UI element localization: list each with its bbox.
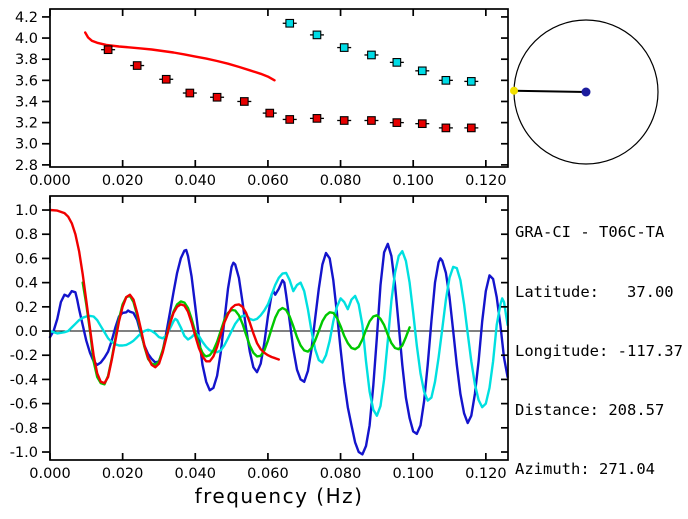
red-squares-point	[417, 119, 427, 129]
y-tick-label: 1.0	[15, 203, 38, 219]
red-squares	[101, 45, 479, 133]
cyan-squares-point	[312, 30, 322, 40]
x-tick-label: 0.120	[465, 466, 507, 482]
red-squares-point	[339, 116, 349, 125]
y-tick-label: 0.6	[15, 251, 38, 267]
y-tick-label: -0.4	[10, 372, 38, 388]
y-tick-label: 3.4	[15, 94, 38, 110]
red-curve	[83, 31, 276, 82]
x-tick-label: 0.040	[175, 173, 217, 189]
cyan-squares-point	[392, 58, 402, 67]
y-tick-label: -0.2	[10, 348, 38, 364]
y-tick-label: 0.2	[15, 300, 38, 316]
cyan-trace	[48, 249, 509, 417]
top-chart: 0.000 0.020 0.040 0.060 0.080 0.100 0.120 2.8 3.…	[15, 8, 509, 189]
x-tick-label: 0.040	[175, 466, 217, 482]
azimuth-station-dot	[510, 86, 519, 95]
y-tick-label: 3.0	[15, 137, 38, 153]
x-tick-label: 0.120	[465, 173, 507, 189]
cyan-squares-point	[367, 50, 376, 60]
x-tick-label: 0.100	[392, 466, 434, 482]
red-squares-point	[312, 114, 322, 123]
x-tick-label: 0.000	[29, 466, 71, 482]
y-tick-label: 3.8	[15, 52, 38, 68]
red-squares-point	[161, 74, 171, 84]
red-squares-point	[212, 92, 222, 102]
cyan-squares-point	[285, 18, 295, 28]
y-tick-label: -0.6	[10, 397, 38, 413]
red-squares-point	[132, 61, 142, 70]
y-tick-label: 4.0	[15, 31, 38, 47]
azimuth-circle-diagram	[510, 19, 659, 165]
red-squares-point	[103, 45, 113, 55]
red-trace	[48, 208, 280, 385]
longitude-line: Longitude: -117.37	[515, 341, 683, 360]
x-tick-label: 0.080	[320, 466, 362, 482]
red-squares-point	[265, 108, 275, 118]
y-tick-label: 3.6	[15, 73, 38, 89]
azimuth-line: Azimuth: 271.04	[515, 459, 655, 478]
blue-trace	[48, 242, 509, 456]
cyan-squares-point	[339, 43, 349, 52]
red-squares-point	[239, 97, 249, 106]
station-pair-title: GRA-CI - T06C-TA	[515, 223, 665, 242]
distance-line: Distance: 208.57	[515, 400, 665, 419]
x-tick-label: 0.020	[102, 173, 144, 189]
bottom-chart: 0.000 0.020 0.040 0.060 0.080 0.100 0.120 -1.0 -…	[10, 195, 509, 482]
center-station-dot	[581, 87, 591, 97]
y-tick-label: -0.8	[10, 421, 38, 437]
red-squares-point	[185, 88, 195, 98]
red-squares-point	[441, 123, 451, 133]
plot-border	[49, 8, 509, 168]
red-squares-point	[392, 118, 402, 127]
cyan-squares-point	[466, 77, 476, 86]
y-tick-label: -1.0	[10, 445, 38, 461]
x-axis-label: frequency (Hz)	[194, 484, 364, 508]
x-tick-label: 0.060	[247, 173, 289, 189]
x-tick-label: 0.060	[247, 466, 289, 482]
red-squares-point	[466, 123, 476, 133]
x-tick-label: 0.080	[320, 173, 362, 189]
azimuth-pointer-line	[513, 89, 587, 93]
cyan-squares	[282, 18, 479, 86]
y-tick-label: 0.4	[15, 276, 38, 292]
y-tick-label: 0.8	[15, 227, 38, 243]
station-info-panel: GRA-CI - T06C-TA Latitude: 37.00 Longitu…	[515, 184, 683, 519]
latitude-line: Latitude: 37.00	[515, 282, 674, 301]
red-squares-point	[285, 115, 295, 124]
plot-border	[49, 195, 509, 461]
y-tick-label: 0.0	[15, 324, 38, 340]
red-squares-point	[367, 116, 376, 125]
cyan-squares-point	[417, 66, 427, 76]
y-tick-label: 2.8	[15, 158, 38, 174]
y-tick-label: 4.2	[15, 10, 38, 26]
x-tick-label: 0.000	[29, 173, 71, 189]
x-tick-label: 0.020	[102, 466, 144, 482]
x-tick-label: 0.100	[392, 173, 434, 189]
cyan-squares-point	[441, 75, 451, 85]
y-tick-label: 3.2	[15, 116, 38, 132]
